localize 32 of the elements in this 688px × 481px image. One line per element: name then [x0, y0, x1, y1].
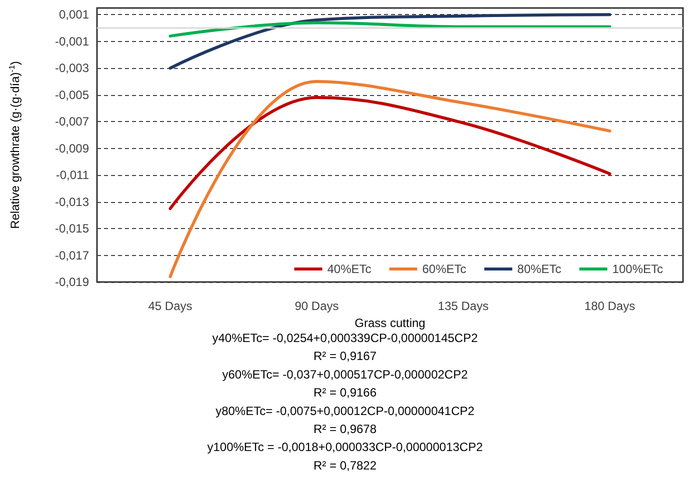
x-axis-title: Grass cutting	[354, 316, 426, 330]
text: R² = 0,9167	[313, 349, 377, 364]
line-series	[168, 80, 612, 278]
y-tick-label: -0,013	[54, 194, 90, 209]
text: R² = 0,9166	[313, 386, 377, 400]
y-tick-label: -0,015	[54, 222, 90, 236]
text: y60%ETc= -0,037+0,000517CP-0,000002CP2	[222, 367, 468, 382]
line-series	[168, 13, 612, 70]
y-tick-label: -0,001	[54, 34, 90, 48]
text: y40%ETc= -0,0254+0,000339CP-0,00000145CP2	[212, 331, 478, 345]
x-tick-label: 135 Days	[438, 299, 489, 313]
text: R² = 0,7822	[313, 458, 377, 472]
text: R² = 0,9678	[313, 422, 377, 436]
x-tick-label: 45 Days	[148, 299, 192, 313]
legend-label: 60%ETc	[422, 262, 466, 276]
y-axis-title: Relative growthrate (g·(g·día)-1)	[8, 61, 22, 229]
legend-label: 80%ETc	[517, 262, 562, 276]
legend-label: 100%ETc	[612, 262, 664, 276]
x-tick-label: 180 Days	[584, 299, 636, 313]
y-tick-label: -0,003	[54, 61, 90, 76]
text: y100%ETc = -0,0018+0,000033CP-0,00000013CP2	[207, 440, 484, 454]
y-tick-label: -0,011	[56, 168, 90, 182]
y-tick-label: -0,019	[54, 275, 90, 289]
x-tick-label: 90 Days	[294, 299, 339, 313]
y-tick-label: -0,009	[54, 141, 90, 156]
line-series	[168, 96, 612, 210]
text: y80%ETc= -0,0075+0,00012CP-0,00000041CP2	[216, 404, 475, 418]
y-tick-label: -0,007	[54, 114, 90, 129]
y-tick-label: 0,001	[58, 8, 90, 22]
legend-label: 40%ETc	[327, 262, 372, 276]
y-tick-label: -0,005	[54, 88, 90, 102]
y-tick-label: -0,017	[54, 248, 90, 262]
